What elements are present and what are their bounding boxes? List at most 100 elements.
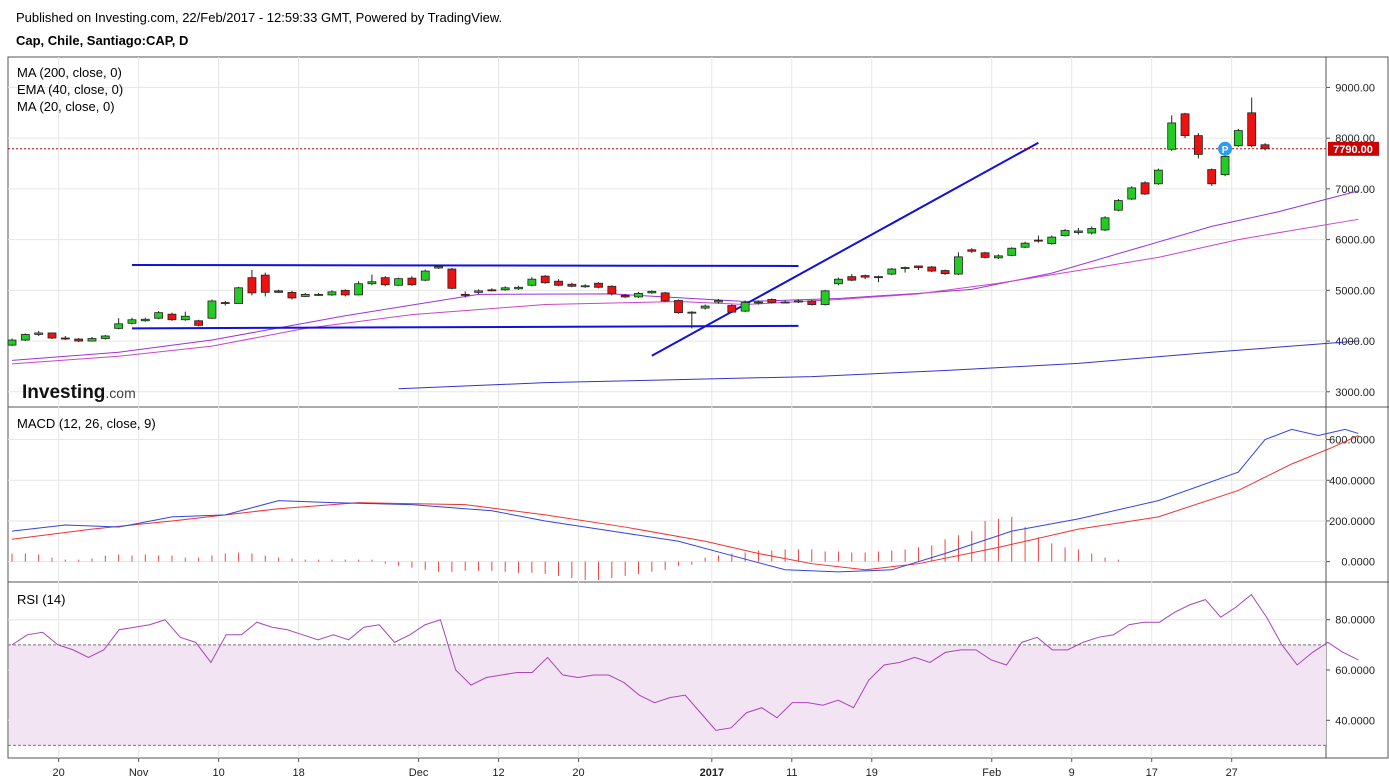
macd-signal-line [11, 435, 1359, 571]
candle-up [114, 323, 124, 329]
x-tick-label: Nov [129, 767, 149, 779]
macd-legend: MACD (12, 26, close, 9) [17, 416, 156, 431]
trendline [131, 324, 799, 330]
candle-down [967, 249, 977, 252]
candle-down [607, 285, 617, 295]
candle-down [194, 320, 204, 326]
x-tick-label: Feb [982, 767, 1001, 779]
macd-tick-label: 400.0000 [1329, 475, 1375, 487]
candle-down [660, 292, 670, 302]
candle-down [74, 338, 84, 342]
candle-down [807, 300, 817, 305]
marker-p-icon [1218, 141, 1233, 156]
candle-up [1100, 217, 1110, 231]
candle-down [540, 275, 550, 284]
published-line: Published on Investing.com, 22/Feb/2017 … [16, 10, 503, 25]
candle-up [1153, 169, 1163, 185]
price-legend-item: MA (20, close, 0) [17, 99, 115, 114]
candle-up [1087, 228, 1097, 234]
candle-up [314, 293, 323, 296]
x-tick-label: 20 [53, 767, 65, 779]
candle-down [554, 280, 563, 286]
x-tick-label: 20 [572, 767, 584, 779]
x-tick-label: 18 [292, 767, 304, 779]
marker-p-label: P [1222, 145, 1229, 156]
price-tick-label: 3000.00 [1335, 387, 1375, 399]
candle-down [1180, 113, 1190, 137]
x-tick-label: 9 [1069, 767, 1075, 779]
x-tick-label: 2017 [700, 767, 724, 779]
candle-down [287, 291, 297, 299]
candle-down [594, 282, 603, 288]
candle-down [460, 293, 470, 296]
ma20-line [11, 218, 1359, 365]
candle-up [1060, 230, 1070, 236]
candle-up [367, 281, 377, 285]
x-tick-label: Dec [409, 767, 429, 779]
ema40-line [11, 190, 1359, 361]
candle-up [740, 302, 750, 312]
price-legend-item: EMA (40, close, 0) [17, 82, 123, 97]
price-legend-item: MA (200, close, 0) [17, 65, 122, 80]
price-tick-label: 9000.00 [1335, 82, 1375, 94]
candle-down [380, 277, 390, 286]
candle-up [500, 287, 510, 291]
candle-down [1034, 239, 1043, 242]
candle-up [634, 292, 643, 298]
candle-up [434, 266, 443, 269]
candle-up [7, 339, 17, 346]
candle-down [1260, 144, 1270, 150]
candle-up [300, 293, 310, 297]
candle-up [1233, 130, 1243, 147]
x-tick-label: 17 [1146, 767, 1158, 779]
candle-up [1113, 200, 1123, 211]
candle-up [394, 278, 403, 286]
candle-up [154, 312, 164, 319]
candle-down [980, 252, 990, 258]
candle-up [34, 332, 44, 335]
candle-up [687, 311, 697, 314]
candle-down [47, 332, 57, 339]
candle-down [60, 337, 70, 340]
macd-tick-label: 600.0000 [1329, 435, 1375, 447]
candle-up [87, 338, 97, 342]
candle-up [780, 301, 790, 304]
candle-up [887, 268, 897, 275]
x-tick-label: 10 [212, 767, 224, 779]
candle-down [487, 289, 497, 292]
candle-down [927, 266, 937, 272]
candle-down [914, 265, 923, 268]
candle-down [940, 270, 950, 274]
rsi-tick-label: 40.0000 [1335, 715, 1375, 727]
price-tick-label: 6000.00 [1335, 235, 1375, 247]
rsi-line [11, 593, 1359, 731]
x-tick-label: 12 [492, 767, 504, 779]
ma200-line [398, 340, 1359, 390]
rsi-tick-label: 60.0000 [1335, 665, 1375, 677]
candle-down [1207, 169, 1217, 185]
trendline [651, 141, 1039, 357]
macd-tick-label: 0.0000 [1341, 557, 1375, 569]
last-price-badge [1328, 141, 1379, 156]
candle-up [127, 319, 137, 324]
candle-up [1020, 242, 1030, 248]
candle-up [474, 290, 483, 293]
candle-up [527, 278, 537, 286]
candle-up [794, 300, 803, 303]
candle-down [1247, 112, 1257, 147]
rsi-tick-label: 80.0000 [1335, 615, 1375, 627]
candle-down [247, 277, 257, 294]
candle-up [1047, 236, 1057, 245]
candle-up [180, 315, 190, 321]
macd-line [11, 428, 1359, 573]
candle-up [1167, 122, 1177, 150]
x-tick-label: 11 [786, 767, 797, 779]
candle-down [1193, 135, 1203, 155]
candle-up [514, 286, 523, 290]
price-tick-label: 4000.00 [1335, 336, 1375, 348]
trendline [131, 263, 799, 267]
candle-up [234, 287, 244, 304]
x-tick-label: 19 [866, 767, 878, 779]
candle-down [1140, 182, 1150, 195]
